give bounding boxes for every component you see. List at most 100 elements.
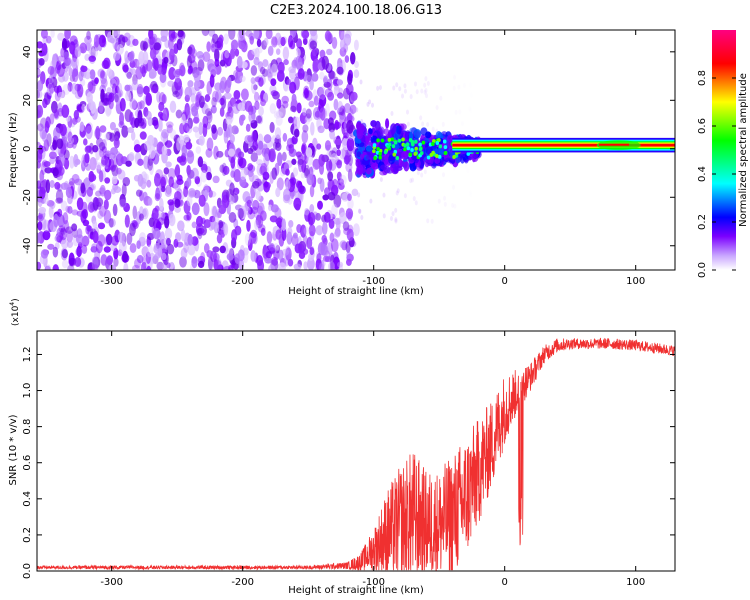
spectrogram-cell [225, 116, 233, 125]
spectrogram-cell [85, 125, 93, 140]
spectrogram-cell [289, 68, 297, 80]
spectrogram-cell [105, 233, 113, 246]
spectrogram-cell [76, 245, 82, 258]
colorbar-gradient [712, 30, 736, 270]
spectrogram-cell [133, 143, 142, 153]
spectrogram-cell [270, 78, 277, 87]
spectrogram-cell [71, 68, 79, 83]
y-tick-label: 40 [22, 45, 33, 58]
spectrogram-cell [84, 177, 90, 189]
spectrogram-cell [398, 86, 402, 92]
spectrogram-cell [159, 198, 164, 211]
spectrogram-cell [309, 78, 314, 91]
spectrogram-cell [40, 249, 49, 259]
spectrogram-cell [383, 128, 390, 135]
x-tick-label: -200 [231, 577, 254, 588]
spectrogram-cell [425, 131, 432, 139]
spectrogram-cell [327, 91, 335, 101]
spectrogram-cell [169, 48, 175, 61]
spectrogram-cell [275, 48, 281, 55]
spectrogram-cell [88, 98, 94, 111]
spectrogram-cell [169, 261, 174, 270]
spectrogram-cell [146, 232, 155, 241]
spectrogram-cell [356, 129, 364, 140]
spectrogram-cell [177, 220, 185, 232]
spectrogram-cell [119, 112, 125, 126]
spectrogram-cell [168, 213, 176, 227]
spectrogram-cell [287, 227, 293, 236]
spectrogram-cell [191, 167, 199, 180]
spectrogram-cell [104, 133, 110, 141]
spectrogram-cell [320, 243, 328, 256]
spectrogram-cell [263, 37, 269, 47]
spectrogram-cell [85, 163, 91, 171]
spectrogram-cell [419, 151, 424, 156]
spectrogram-cell [41, 43, 48, 56]
colorbar-ticks: 0.0 0.2 0.4 0.6 0.8 [697, 70, 736, 278]
spectrogram-cell [337, 261, 344, 268]
spectrogram-cell [188, 87, 197, 96]
spectrogram-cell [240, 114, 246, 121]
spectrogram-cell [337, 107, 345, 116]
spectrogram-cell [62, 84, 70, 96]
spectrogram-cell [414, 200, 418, 206]
spectrogram-cell [204, 108, 213, 116]
spectrogram-cell [435, 105, 439, 111]
spectrogram-cell [306, 173, 315, 186]
top-y-axis-label: Frequency (Hz) [8, 112, 19, 188]
spectrogram-cell [147, 134, 155, 146]
spectrogram-cell [281, 227, 287, 241]
spectrogram-cell [148, 68, 157, 79]
spectrogram-cell [337, 100, 343, 113]
spectrogram-cell [251, 80, 257, 94]
spectrogram-cell [379, 176, 383, 182]
spectrogram-cell [207, 256, 214, 270]
spectrogram-cell [44, 167, 53, 174]
spectrogram-cell [147, 117, 153, 127]
spectrogram-cell [271, 167, 278, 180]
spectrogram-cell [151, 207, 159, 221]
spectrogram-cell [288, 143, 295, 154]
spectrogram-cell [385, 118, 390, 129]
spectrogram-cell [56, 235, 63, 243]
snr-panel: -300 -200 -100 0 100 0.0 0.2 0.4 0.6 0.8 1.0 1.2 H… [8, 298, 676, 596]
spectrogram-cell [230, 170, 236, 178]
spectrogram-cell [270, 204, 279, 213]
spectrogram-cell [210, 205, 218, 219]
spectrogram-cell [288, 66, 297, 74]
spectrogram-cell [84, 72, 91, 79]
spectrogram-cell [177, 30, 184, 38]
spectrogram-cell [250, 145, 257, 152]
spectrogram-cell [276, 70, 285, 82]
spectrogram-cell [228, 212, 237, 223]
spectrogram-cell [424, 93, 428, 99]
spectrogram-cell [89, 69, 96, 80]
top-x-ticks: -300 -200 -100 0 100 [100, 30, 645, 287]
spectrogram-cell [154, 193, 161, 202]
spectrogram-cell [268, 148, 276, 163]
spectrogram-cell [331, 36, 338, 49]
spectrogram-cell [281, 248, 290, 256]
spectrogram-cell [301, 130, 309, 144]
spectrogram-cell [111, 235, 120, 246]
spectrogram-cell [376, 146, 380, 151]
spectrogram-cell [115, 151, 121, 160]
spectrogram-cell [128, 152, 135, 162]
spectrogram-cell [71, 82, 78, 95]
spectrogram-cell [430, 218, 434, 224]
spectrogram-cell [383, 166, 391, 174]
spectrogram-cell [60, 237, 69, 249]
spectrogram-cell [214, 58, 220, 68]
spectrogram-cell [149, 161, 154, 175]
spectrogram-cell [287, 258, 294, 267]
spectrogram-cell [202, 123, 208, 137]
spectrogram-cell [146, 179, 152, 188]
spectrogram-cell [279, 168, 286, 177]
spectrogram-cell [53, 213, 59, 228]
spectrogram-cell [187, 46, 193, 55]
spectrogram-cell [276, 98, 282, 109]
spectrogram-cell [166, 243, 175, 255]
spectrogram-cell [300, 30, 309, 39]
spectrogram-cell [69, 155, 75, 169]
spectrogram-cell [104, 189, 112, 201]
